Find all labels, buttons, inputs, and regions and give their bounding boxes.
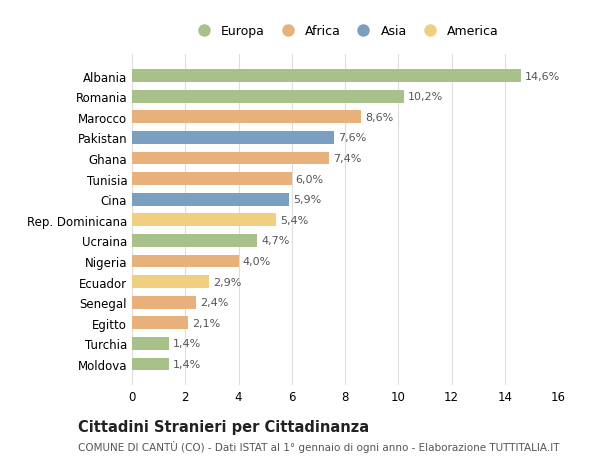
- Text: 2,1%: 2,1%: [192, 318, 220, 328]
- Text: 4,7%: 4,7%: [261, 236, 290, 246]
- Bar: [132, 296, 196, 309]
- Text: 1,4%: 1,4%: [173, 339, 202, 348]
- Text: 7,6%: 7,6%: [338, 133, 367, 143]
- Bar: [132, 173, 292, 185]
- Text: 2,4%: 2,4%: [200, 297, 228, 308]
- Text: COMUNE DI CANTÙ (CO) - Dati ISTAT al 1° gennaio di ogni anno - Elaborazione TUTT: COMUNE DI CANTÙ (CO) - Dati ISTAT al 1° …: [78, 440, 560, 452]
- Text: 1,4%: 1,4%: [173, 359, 202, 369]
- Bar: [132, 70, 521, 83]
- Bar: [132, 214, 276, 227]
- Text: 5,4%: 5,4%: [280, 215, 308, 225]
- Bar: [132, 90, 404, 103]
- Text: 5,9%: 5,9%: [293, 195, 322, 205]
- Text: 8,6%: 8,6%: [365, 112, 393, 123]
- Text: 4,0%: 4,0%: [242, 257, 271, 266]
- Legend: Europa, Africa, Asia, America: Europa, Africa, Asia, America: [187, 22, 503, 42]
- Text: 6,0%: 6,0%: [296, 174, 324, 184]
- Text: 10,2%: 10,2%: [407, 92, 443, 102]
- Bar: [132, 358, 169, 370]
- Bar: [132, 132, 334, 145]
- Text: 7,4%: 7,4%: [333, 154, 361, 164]
- Text: 2,9%: 2,9%: [213, 277, 242, 287]
- Bar: [132, 255, 239, 268]
- Bar: [132, 235, 257, 247]
- Bar: [132, 317, 188, 330]
- Bar: [132, 337, 169, 350]
- Text: 14,6%: 14,6%: [525, 72, 560, 81]
- Bar: [132, 193, 289, 206]
- Text: Cittadini Stranieri per Cittadinanza: Cittadini Stranieri per Cittadinanza: [78, 419, 369, 434]
- Bar: [132, 152, 329, 165]
- Bar: [132, 275, 209, 288]
- Bar: [132, 111, 361, 124]
